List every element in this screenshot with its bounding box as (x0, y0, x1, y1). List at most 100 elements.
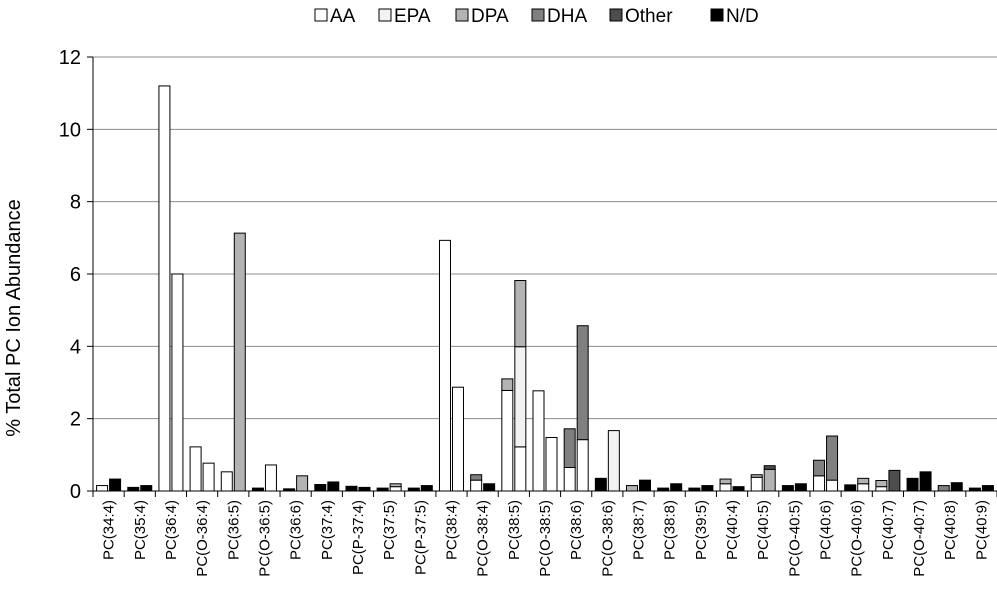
y-axis-ticks: 0 2 4 6 8 10 12 (59, 47, 93, 503)
y-tick-label: 12 (59, 47, 81, 69)
legend-label: DHA (547, 6, 587, 27)
legend-swatch-n-d (710, 8, 724, 22)
x-tick-label: PC(40:9) (973, 500, 990, 560)
legend-label: EPA (394, 6, 431, 27)
bar-segment-n-d (950, 482, 963, 492)
bar-segment-epa (607, 430, 620, 492)
bar-segment-n-d (127, 486, 140, 492)
x-tick-label: PC(O-40:6) (849, 500, 866, 577)
legend-swatch-other (609, 8, 623, 22)
y-tick-label: 4 (70, 336, 81, 358)
x-axis-ticks: PC(34:4) PC(35:4) PC(36:4) PC(O-36:4) PC(36:… (92, 491, 997, 577)
y-tick-label: 10 (59, 119, 81, 141)
x-tick-label: PC(O-38:4) (475, 500, 492, 577)
legend-label: AA (330, 6, 356, 27)
bars (96, 85, 994, 492)
legend-swatch-dpa (455, 8, 469, 22)
bar-segment-dha (576, 325, 589, 441)
bar-segment-aa (220, 471, 233, 492)
bar-segment-n-d (345, 485, 358, 492)
bar-segment-n-d (906, 477, 919, 492)
bar-segment-dha (563, 428, 576, 468)
bar-segment-dha (813, 459, 826, 477)
bar-segment-aa (576, 439, 589, 492)
bar-segment-aa (202, 462, 215, 492)
x-tick-label: PC(40:5) (755, 500, 772, 560)
legend-swatch-dha (531, 8, 545, 22)
legend-label: N/D (726, 6, 759, 27)
bar-segment-other (888, 469, 901, 492)
bar-segment-n-d (639, 479, 652, 492)
bar-segment-n-d (483, 483, 496, 492)
bar-segment-n-d (981, 485, 994, 492)
x-tick-label: PC(36:5) (225, 500, 242, 560)
bar-segment-dpa (501, 378, 514, 391)
bar-segment-n-d (420, 485, 433, 492)
bar-segment-n-d (670, 483, 683, 492)
bar-segment-n-d (594, 477, 607, 492)
bar-segment-dha (470, 474, 483, 481)
y-tick-label: 2 (70, 409, 81, 431)
bar-segment-n-d (140, 485, 153, 492)
x-tick-label: PC(O-38:5) (537, 500, 554, 577)
x-tick-label: PC(O-38:6) (599, 500, 616, 577)
bar-segment-n-d (919, 471, 932, 492)
x-tick-label: PC(38:6) (568, 500, 585, 560)
bar-segment-epa (514, 346, 527, 448)
x-tick-label: PC(40:7) (880, 500, 897, 560)
x-tick-label: PC(O-36:4) (194, 500, 211, 577)
y-tick-label: 8 (70, 192, 81, 214)
bar-segment-aa (857, 483, 870, 492)
bar-segment-dha (826, 435, 839, 481)
bar-segment-n-d (781, 485, 794, 492)
bar-segment-aa (813, 475, 826, 492)
bar-segment-n-d (732, 486, 745, 492)
bar-segment-dpa (389, 483, 402, 488)
x-tick-label: PC(36:6) (288, 500, 305, 560)
legend-label: Other (625, 6, 673, 27)
bar-segment-dpa (763, 468, 776, 492)
bar-segment-aa (96, 485, 109, 492)
bar-segment-aa (264, 464, 277, 492)
bar-segment-dpa (626, 485, 639, 492)
bar-segment-aa (750, 476, 763, 492)
bar-segment-n-d (327, 481, 340, 492)
x-tick-label: PC(P-37:4) (350, 500, 367, 575)
x-tick-label: PC(36:4) (163, 500, 180, 560)
bar-segment-aa (563, 466, 576, 492)
bar-segment-dpa (296, 475, 309, 492)
bar-segment-aa (171, 273, 184, 492)
x-tick-label: PC(37:4) (319, 500, 336, 560)
x-tick-label: PC(38:4) (443, 500, 460, 560)
bar-segment-dpa (857, 477, 870, 485)
x-tick-label: PC(40:4) (724, 500, 741, 560)
y-tick-label: 6 (70, 264, 81, 286)
bar-segment-aa (545, 436, 558, 492)
x-tick-label: PC(34:4) (101, 500, 118, 560)
bar-segment-n-d (358, 486, 371, 492)
bar-segment-aa (451, 386, 464, 492)
bar-segment-aa (826, 479, 839, 492)
y-axis-label: % Total PC Ion Abundance (3, 199, 25, 437)
axes (92, 57, 997, 492)
x-tick-label: PC(38:8) (662, 500, 679, 560)
bar-segment-dpa (750, 474, 763, 478)
x-tick-label: PC(37:5) (381, 500, 398, 560)
bar-segment-n-d (109, 478, 122, 492)
bar-segment-aa (158, 85, 171, 492)
legend-swatch-epa (378, 8, 392, 22)
gridlines (93, 56, 997, 420)
x-tick-label: PC(O-36:5) (256, 500, 273, 577)
bar-segment-aa (470, 479, 483, 492)
bar-segment-aa (501, 389, 514, 492)
bar-segment-dpa (719, 478, 732, 485)
bar-segment-aa (389, 486, 402, 492)
x-tick-label: PC(38:5) (506, 500, 523, 560)
bar-segment-aa (514, 446, 527, 492)
x-tick-label: PC(40:6) (818, 500, 835, 560)
legend-swatch-aa (314, 8, 328, 22)
bar-segment-aa (438, 239, 451, 492)
bar-segment-n-d (701, 485, 714, 492)
bar-segment-aa (875, 486, 888, 492)
